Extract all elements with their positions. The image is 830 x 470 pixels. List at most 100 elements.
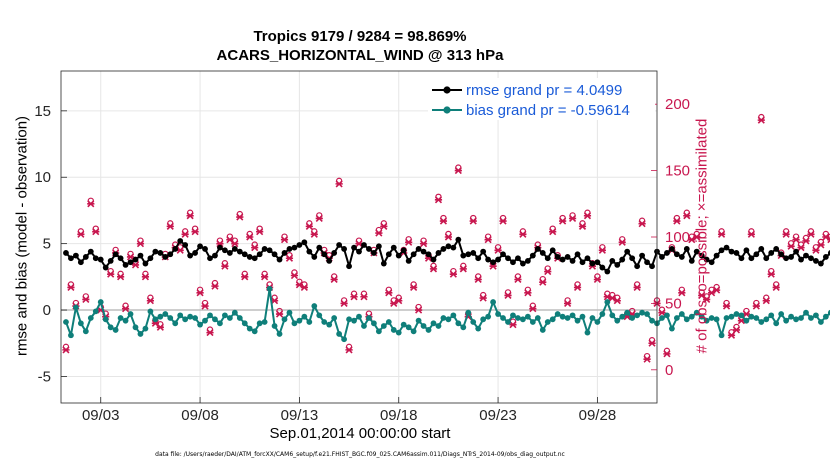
rmse-point xyxy=(311,254,318,260)
bias-point xyxy=(495,311,501,317)
rmse-point xyxy=(212,252,218,259)
bias-point xyxy=(500,315,506,321)
obs-assimilated-point xyxy=(166,222,174,230)
rmse-point xyxy=(520,260,526,267)
obs-assimilated-point xyxy=(82,295,90,303)
obs-assimilated-point xyxy=(792,236,800,244)
obs-assimilated-point xyxy=(434,196,443,204)
obs-assimilated-point xyxy=(375,229,383,237)
rmse-point xyxy=(827,250,830,256)
bias-point xyxy=(301,313,308,320)
rmse-point xyxy=(301,239,308,246)
rmse-point xyxy=(226,250,233,256)
bias-point xyxy=(564,315,571,321)
bias-point xyxy=(207,312,213,319)
rmse-point xyxy=(564,254,571,260)
obs-assimilated-point xyxy=(802,237,810,245)
bias-point xyxy=(241,320,248,327)
bias-point xyxy=(753,315,760,321)
bias-point xyxy=(366,315,372,321)
bias-point xyxy=(708,315,715,321)
rmse-point xyxy=(385,251,392,258)
rmse-point xyxy=(97,256,104,263)
bias-point xyxy=(351,317,357,324)
bias-point xyxy=(97,299,104,305)
bias-point xyxy=(112,327,119,333)
chart-title-line2: ACARS_HORIZONTAL_WIND @ 313 hPa xyxy=(216,47,504,64)
bias-point xyxy=(445,316,452,323)
bias-point xyxy=(723,315,730,321)
obs-assimilated-point xyxy=(211,282,219,290)
obs-assimilated-point xyxy=(678,289,686,297)
bias-point xyxy=(768,312,775,319)
obs-assimilated-point xyxy=(310,230,318,238)
rmse-point xyxy=(375,243,382,250)
y-left-tick-label: 0 xyxy=(43,302,51,319)
obs-assimilated-point xyxy=(131,261,140,269)
obs-assimilated-point xyxy=(454,167,462,175)
bias-point xyxy=(102,316,109,323)
bias-point xyxy=(510,312,516,319)
bias-point xyxy=(400,321,407,328)
rmse-point xyxy=(236,248,243,255)
rmse-point xyxy=(718,247,725,254)
bias-point xyxy=(177,312,184,319)
rmse-point xyxy=(500,251,506,258)
rmse-point xyxy=(63,250,69,256)
legend-rmse-label: rmse grand pr = 4.0499 xyxy=(466,82,622,99)
obs-assimilated-point xyxy=(673,217,681,225)
bias-point xyxy=(669,325,675,332)
bias-point xyxy=(192,315,199,321)
bias-point xyxy=(629,315,636,321)
rmse-point xyxy=(92,255,99,262)
bias-point xyxy=(783,317,790,324)
rmse-point xyxy=(361,242,367,248)
obs-assimilated-point xyxy=(772,283,780,292)
bias-point xyxy=(743,317,750,324)
rmse-point xyxy=(510,259,516,266)
bias-point xyxy=(296,317,303,324)
legend-bias-marker xyxy=(443,106,451,114)
obs-assimilated-point xyxy=(514,275,522,284)
rmse-point xyxy=(192,250,199,256)
bias-point xyxy=(291,320,298,327)
rmse-point xyxy=(256,251,263,258)
bias-point xyxy=(554,311,561,317)
rmse-point xyxy=(554,254,561,260)
obs-assimilated-point xyxy=(141,273,150,281)
bias-point xyxy=(187,313,194,320)
bias-point xyxy=(127,311,134,317)
bias-point xyxy=(410,328,417,335)
bias-point xyxy=(256,320,263,327)
bias-point xyxy=(713,316,720,323)
rmse-point xyxy=(480,248,487,255)
rmse-point xyxy=(485,256,492,263)
obs-assimilated-point xyxy=(107,270,115,278)
obs-assimilated-point xyxy=(782,230,790,238)
rmse-point xyxy=(594,259,601,266)
bias-point xyxy=(202,317,208,324)
bias-point xyxy=(639,309,645,316)
rmse-point xyxy=(748,255,755,262)
obs-assimilated-point xyxy=(544,267,552,276)
rmse-point xyxy=(683,246,690,252)
rmse-point xyxy=(276,256,283,263)
obs-assimilated-point xyxy=(807,230,815,238)
obs-assimilated-point xyxy=(385,289,393,297)
rmse-point xyxy=(559,256,566,263)
bias-point xyxy=(659,315,665,321)
data-file-note: data file: /Users/raeder/DAI/ATM_forcXX/… xyxy=(155,451,565,458)
bias-point xyxy=(822,313,829,320)
obs-assimilated-point xyxy=(633,283,641,292)
bias-point xyxy=(584,329,591,336)
bias-point xyxy=(505,319,511,325)
bias-point xyxy=(624,309,631,316)
rmse-point xyxy=(808,255,814,262)
bias-point xyxy=(808,315,814,321)
rmse-point xyxy=(673,251,680,258)
rmse-point xyxy=(505,255,511,262)
bias-point xyxy=(430,320,437,327)
rmse-point xyxy=(420,248,427,255)
